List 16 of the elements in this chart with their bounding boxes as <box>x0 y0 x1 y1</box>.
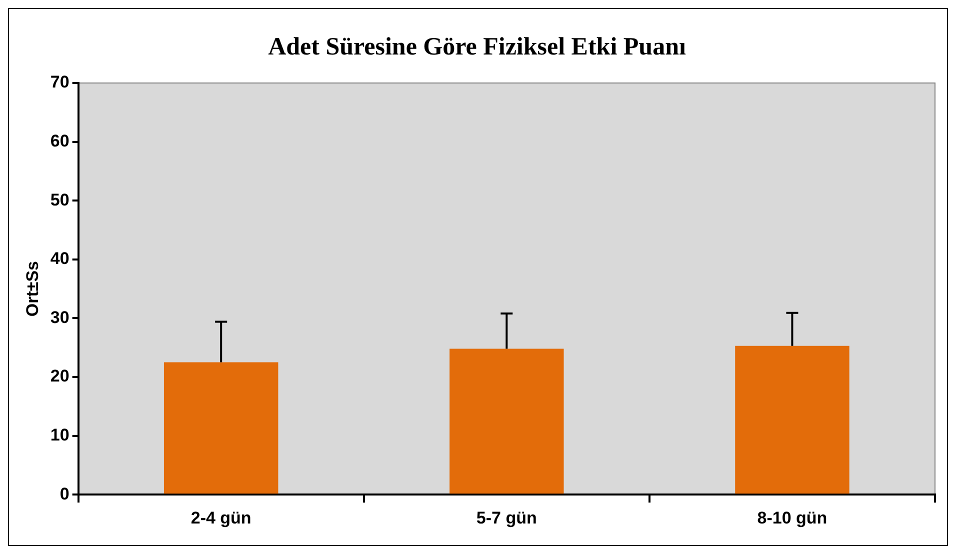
bar <box>450 348 564 494</box>
y-tick-label: 60 <box>50 131 70 150</box>
y-tick-label: 30 <box>50 308 70 327</box>
x-tick-label: 5-7 gün <box>476 508 537 528</box>
chart-title: Adet Süresine Göre Fiziksel Etki Puanı <box>268 33 686 60</box>
bar <box>735 346 850 494</box>
y-tick-label: 20 <box>50 366 70 386</box>
y-axis-title: Ort±Ss <box>22 260 42 317</box>
bar <box>164 362 278 494</box>
x-tick-label: 2-4 gün <box>190 508 252 528</box>
x-tick-label: 8-10 gün <box>757 508 828 528</box>
y-tick-label: 10 <box>50 425 70 444</box>
y-tick-label: 50 <box>50 190 70 210</box>
y-tick-label: 40 <box>50 249 70 268</box>
y-tick-label: 70 <box>50 72 70 92</box>
y-tick-label: 0 <box>60 484 70 504</box>
